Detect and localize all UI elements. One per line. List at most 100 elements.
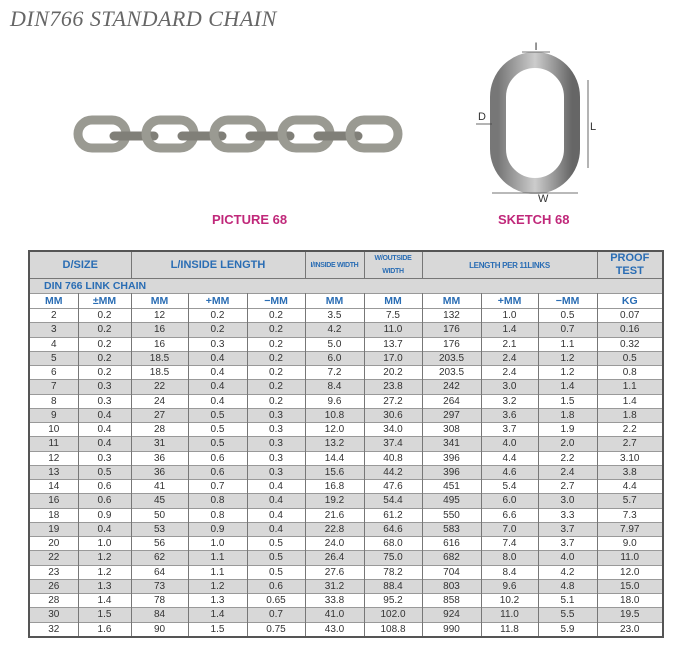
table-row: 6 0.2 18.5 0.4 0.2 7.2 20.2 203.5 2.4 1.2 0.8 [28,364,664,380]
table-cell: 0.4 [77,521,132,537]
table-cell: 7.5 [363,307,423,323]
table-cell: 26.4 [304,550,365,565]
unit-header: −MM [537,293,598,309]
table-cell: 20 [28,535,79,551]
table-cell: 1.9 [537,421,598,437]
table-cell: 0.5 [246,564,306,580]
table-cell: 64.6 [363,521,423,537]
table-cell: 2.4 [480,364,539,380]
table-row: 11 0.4 31 0.5 0.3 13.2 37.4 341 4.0 2.0 2.7 [28,436,664,451]
table-cell: 7.97 [596,521,664,537]
table-cell: 2.4 [537,464,598,480]
table-cell: 10.8 [304,407,365,423]
table-cell: 0.16 [596,322,664,337]
table-row: 23 1.2 64 1.1 0.5 27.6 78.2 704 8.4 4.2 12.0 [28,564,664,580]
table-cell: 2.0 [537,436,598,451]
table-cell: 3 [28,322,79,337]
table-cell: 6.0 [480,493,539,508]
table-cell: 396 [421,450,482,466]
table-cell: 34.0 [363,421,423,437]
table-cell: 242 [421,379,482,394]
table-cell: 84 [130,607,189,622]
table-cell: 4.0 [480,436,539,451]
header-d-size: D/SIZE [28,251,132,279]
table-cell: 15.0 [596,578,664,594]
table-row: 8 0.3 24 0.4 0.2 9.6 27.2 264 3.2 1.5 1.4 [28,393,664,409]
table-cell: 54.4 [363,493,423,508]
table-cell: 0.2 [246,379,306,394]
table-cell: 12.0 [304,421,365,437]
table-cell: 12 [130,307,189,323]
unit-header: MM [421,293,482,309]
table-cell: 41.0 [304,607,365,622]
sketch-caption: SKETCH 68 [498,212,570,227]
table-cell: 24.0 [304,535,365,551]
table-cell: 0.3 [246,436,306,451]
table-cell: 3.7 [537,535,598,551]
table-cell: 32 [28,621,79,637]
table-cell: 27.2 [363,393,423,409]
table-cell: 1.1 [187,550,248,565]
table-cell: 4.0 [537,550,598,565]
table-cell: 9.6 [480,578,539,594]
table-cell: 616 [421,535,482,551]
table-cell: 0.7 [246,607,306,622]
table-cell: 12.0 [596,564,664,580]
table-cell: 1.3 [77,578,132,594]
table-cell: 33.8 [304,592,365,608]
table-cell: 7.4 [480,535,539,551]
table-cell: 0.2 [246,307,306,323]
table-cell: 10 [28,421,79,437]
table-cell: 9.6 [304,393,365,409]
table-cell: 53 [130,521,189,537]
table-cell: 0.4 [187,379,248,394]
table-cell: 18.5 [130,350,189,366]
table-cell: 0.5 [187,407,248,423]
table-cell: 22 [130,379,189,394]
table-cell: 9.0 [596,535,664,551]
table-cell: 16.8 [304,478,365,494]
table-cell: 3.10 [596,450,664,466]
table-cell: 22.8 [304,521,365,537]
table-cell: 62 [130,550,189,565]
table-row: 3 0.2 16 0.2 0.2 4.2 11.0 176 1.4 0.7 0.16 [28,322,664,337]
table-row: 16 0.6 45 0.8 0.4 19.2 54.4 495 6.0 3.0 5.7 [28,493,664,508]
table-cell: 0.07 [596,307,664,323]
table-cell: 23 [28,564,79,580]
table-cell: 0.5 [596,350,664,366]
table-cell: 176 [421,336,482,352]
table-cell: 0.6 [77,493,132,508]
table-cell: 45 [130,493,189,508]
table-row: 9 0.4 27 0.5 0.3 10.8 30.6 297 3.6 1.8 1.8 [28,407,664,423]
table-cell: 88.4 [363,578,423,594]
table-cell: 0.4 [187,393,248,409]
table-row: 30 1.5 84 1.4 0.7 41.0 102.0 924 11.0 5.5 19.5 [28,607,664,622]
table-cell: 18.5 [130,364,189,380]
table-cell: 61.2 [363,507,423,523]
table-cell: 1.8 [537,407,598,423]
table-row: 26 1.3 73 1.2 0.6 31.2 88.4 803 9.6 4.8 15.0 [28,578,664,594]
table-cell: 28 [28,592,79,608]
unit-header: +MM [187,293,248,309]
table-cell: 95.2 [363,592,423,608]
table-cell: 0.4 [246,507,306,523]
table-cell: 0.4 [77,421,132,437]
table-cell: 5.0 [304,336,365,352]
table-cell: 31.2 [304,578,365,594]
table-cell: 23.8 [363,379,423,394]
table-cell: 0.3 [187,336,248,352]
table-cell: 0.2 [77,350,132,366]
table-cell: 0.2 [77,307,132,323]
table-cell: 1.1 [187,564,248,580]
table-cell: 0.4 [77,407,132,423]
table-cell: 1.2 [537,350,598,366]
table-cell: 3.0 [480,379,539,394]
header-length-per-11-links: LENGTH PER 11LINKS [421,251,598,279]
table-cell: 682 [421,550,482,565]
table-cell: 14 [28,478,79,494]
table-cell: 0.32 [596,336,664,352]
table-cell: 3.0 [537,493,598,508]
table-cell: 56 [130,535,189,551]
table-cell: 990 [421,621,482,637]
table-cell: 0.75 [246,621,306,637]
